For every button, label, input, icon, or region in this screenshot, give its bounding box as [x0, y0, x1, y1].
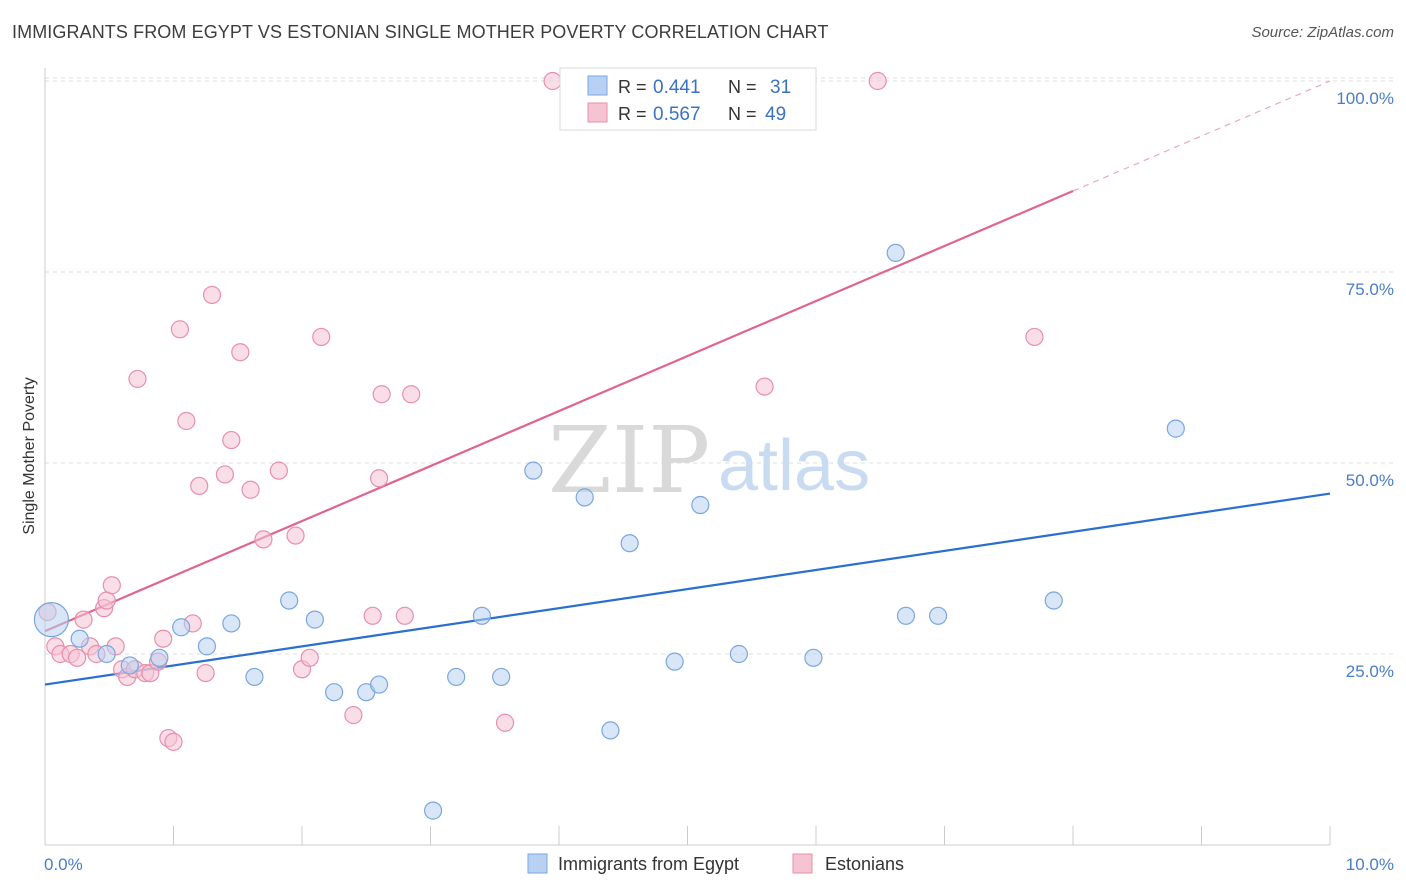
egypt-point-19: [601, 721, 620, 740]
egypt-point-24: [804, 648, 823, 667]
x-axis-ticks: [173, 826, 1331, 845]
estonians-point-42: [395, 606, 414, 625]
series-legend-label-egypt: Immigrants from Egypt: [558, 854, 739, 874]
trend-lines: [44, 80, 1331, 686]
legend-swatch-egypt: [587, 75, 608, 96]
egypt-point-28: [1044, 591, 1063, 610]
estonians-point-4: [68, 648, 87, 667]
estonians-point-39: [363, 606, 382, 625]
estonians-points: [38, 71, 1044, 751]
estonians-point-5: [74, 610, 93, 629]
egypt-point-9: [280, 591, 299, 610]
estonians-point-38: [344, 706, 363, 725]
estonians-point-36: [300, 648, 319, 667]
legend-r-value-estonians: 0.567: [653, 104, 701, 125]
legend-n-value-estonians: 49: [765, 104, 786, 125]
y-tick-label-75: 75.0%: [1346, 280, 1394, 299]
estonians-point-21: [164, 732, 183, 751]
legend-r-label-estonians: R =: [618, 104, 647, 124]
estonians-point-43: [402, 385, 421, 404]
estonians-point-25: [190, 476, 209, 496]
egypt-point-7: [222, 614, 241, 633]
estonians-point-37: [312, 327, 331, 347]
estonians-point-32: [254, 530, 273, 549]
egypt-point-17: [524, 461, 543, 480]
estonians-point-48: [1025, 327, 1044, 347]
egypt-point-11: [325, 683, 344, 702]
y-tick-label-100: 100.0%: [1336, 89, 1394, 108]
egypt-point-10: [305, 610, 324, 629]
egypt-point-4: [150, 648, 169, 667]
y-axis-label: Single Mother Poverty: [21, 377, 38, 534]
chart-source: Source: ZipAtlas.com: [1251, 24, 1394, 41]
trend-line-0: [44, 492, 1331, 686]
estonians-point-22: [170, 320, 190, 339]
egypt-point-26: [896, 606, 916, 625]
watermark-atlas: atlas: [718, 426, 870, 506]
egypt-point-3: [120, 656, 139, 675]
estonians-point-15: [128, 369, 147, 389]
x-tick-label-min: 0.0%: [44, 855, 83, 874]
legend-r-label-egypt: R =: [618, 77, 647, 97]
series-legend-swatch-egypt: [527, 853, 548, 874]
estonians-point-40: [370, 469, 389, 488]
estonians-point-10: [102, 576, 121, 595]
estonians-point-45: [543, 71, 562, 91]
x-tick-label-max: 10.0%: [1346, 855, 1394, 874]
egypt-point-15: [472, 606, 491, 625]
gridlines: [45, 77, 1395, 655]
series-legend: Immigrants from Egypt Estonians: [527, 853, 904, 874]
legend-swatch-estonians: [587, 102, 608, 123]
legend-n-label-egypt: N =: [728, 77, 757, 97]
egypt-point-1: [70, 629, 89, 648]
series-legend-swatch-estonians: [792, 853, 813, 874]
trend-line-1-dashed: [1072, 80, 1331, 192]
estonians-point-28: [215, 465, 234, 484]
y-tick-label-25: 25.0%: [1346, 662, 1394, 681]
estonians-point-26: [196, 663, 215, 683]
estonians-point-23: [177, 411, 196, 431]
estonians-point-44: [495, 713, 515, 732]
trend-line-1-solid: [44, 190, 1074, 633]
egypt-point-20: [620, 534, 639, 553]
legend-n-label-estonians: N =: [728, 104, 757, 124]
stats-legend: R = 0.441 N = 31 R = 0.567 N = 49: [559, 67, 817, 131]
egypt-point-30: [423, 801, 443, 820]
estonians-point-29: [222, 430, 241, 450]
egypt-point-25: [886, 243, 905, 262]
estonians-point-41: [372, 385, 391, 404]
egypt-point-16: [492, 667, 511, 687]
egypt-point-2: [97, 644, 116, 664]
estonians-point-47: [868, 71, 887, 91]
egypt-point-6: [197, 637, 217, 656]
egypt-point-13: [370, 675, 389, 694]
egypt-point-8: [245, 667, 264, 687]
legend-n-value-egypt: 31: [770, 77, 791, 98]
estonians-point-46: [755, 377, 774, 396]
chart-title: IMMIGRANTS FROM EGYPT VS ESTONIAN SINGLE…: [12, 22, 829, 42]
egypt-point-22: [691, 495, 710, 515]
y-tick-labels: 100.0% 75.0% 50.0% 25.0%: [1336, 89, 1394, 681]
egypt-point-0: [33, 602, 70, 638]
y-tick-label-50: 50.0%: [1346, 471, 1394, 490]
estonians-point-33: [269, 461, 288, 480]
egypt-point-14: [447, 667, 466, 687]
legend-r-value-egypt: 0.441: [653, 77, 701, 98]
estonians-point-34: [286, 526, 305, 545]
egypt-point-5: [172, 618, 191, 637]
watermark-zip: ZIP: [548, 407, 710, 514]
estonians-point-27: [202, 285, 222, 305]
estonians-point-19: [154, 629, 173, 648]
estonians-point-31: [241, 480, 260, 499]
egypt-point-27: [928, 606, 948, 625]
egypt-point-29: [1166, 419, 1185, 438]
estonians-point-9: [97, 591, 116, 610]
egypt-point-23: [729, 644, 749, 664]
series-legend-label-estonians: Estonians: [825, 854, 904, 874]
egypt-point-18: [575, 488, 594, 507]
egypt-point-21: [665, 652, 684, 671]
egypt-points: [33, 243, 1185, 820]
estonians-point-30: [231, 343, 250, 362]
